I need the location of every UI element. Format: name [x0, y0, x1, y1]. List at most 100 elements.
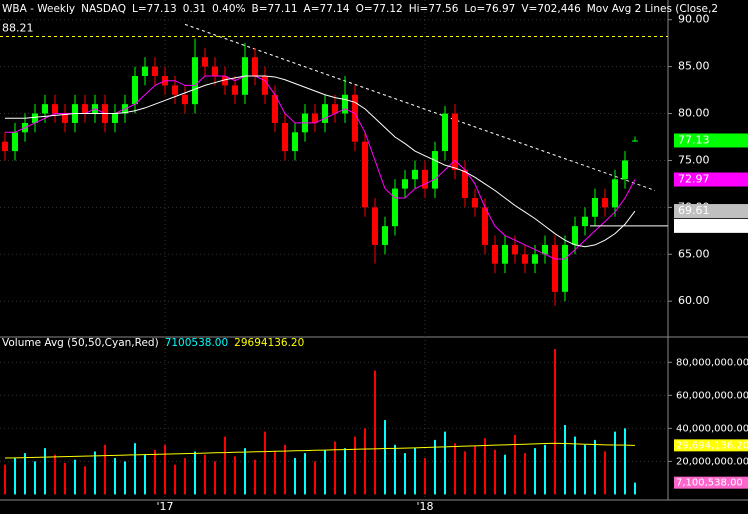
moving-average — [5, 75, 636, 248]
candle-body — [382, 226, 388, 245]
candle-body — [432, 151, 438, 189]
volume-bar — [514, 434, 516, 495]
y-tick-label: 75.00 — [678, 153, 710, 166]
volume-bar — [34, 461, 36, 495]
volume-bar — [194, 451, 196, 495]
price-label-box — [674, 204, 748, 219]
volume-bar — [474, 446, 476, 495]
volume-bar — [94, 451, 96, 495]
volume-bar — [564, 425, 566, 495]
candle-body — [602, 197, 608, 208]
volume-bar — [334, 441, 336, 495]
candle-body — [582, 216, 588, 227]
price-label-box — [674, 172, 748, 187]
header-item: 7100538.00 — [165, 337, 228, 349]
price-label-box — [674, 133, 748, 148]
candle-body — [222, 76, 228, 86]
y-tick-label: 80.00 — [678, 107, 710, 120]
candle-body — [82, 104, 88, 114]
volume-bar — [184, 458, 186, 495]
candle-body — [422, 169, 428, 189]
y-tick-label: 20,000,000.00 — [676, 456, 748, 467]
volume-bar — [84, 466, 86, 495]
volume-bar — [494, 449, 496, 495]
candle-body — [202, 57, 208, 67]
volume-bar — [304, 453, 306, 495]
volume-bar — [14, 458, 16, 495]
header-item: 0.40% — [212, 3, 245, 15]
candle-body — [182, 94, 188, 105]
volume-bar — [534, 448, 536, 495]
volume-bar — [24, 453, 26, 495]
candle-body — [282, 122, 288, 152]
volume-bar — [454, 443, 456, 495]
candle-body — [492, 244, 498, 264]
candle-body — [532, 254, 538, 264]
volume-label-box — [674, 476, 748, 489]
volume-bar — [604, 451, 606, 495]
candle-body — [482, 207, 488, 245]
candle-body — [132, 76, 138, 105]
candle-body — [522, 254, 528, 264]
candle-body — [402, 179, 408, 189]
volume-bar — [464, 451, 466, 495]
candle-body — [442, 113, 448, 152]
volume-bar — [414, 448, 416, 495]
candle-body — [272, 94, 278, 123]
volume-bar — [174, 464, 176, 495]
candle-body — [412, 169, 418, 180]
volume-bar — [164, 444, 166, 495]
volume-bar — [554, 349, 556, 495]
volume-bar — [364, 428, 366, 495]
header-item: Mov Avg 2 Lines (Close,2 — [587, 3, 718, 15]
chart-header: WBA - Weekly NASDAQ L=77.13 0.31 0.40% B=77.1… — [2, 3, 718, 15]
volume-bar — [64, 463, 66, 495]
volume-bar — [234, 456, 236, 495]
y-tick-label: 40,000,000.00 — [676, 423, 748, 434]
header-item: Volume Avg (50,50,Cyan,Red) — [2, 337, 159, 349]
volume-bar — [324, 449, 326, 495]
volume-bar — [314, 461, 316, 495]
candle-body — [262, 76, 268, 95]
volume-bar — [4, 464, 6, 495]
volume-bar — [274, 451, 276, 495]
candle-body — [472, 197, 478, 208]
price-label-box — [674, 218, 748, 233]
candle-body — [362, 141, 368, 208]
header-item: O=77.12 — [356, 3, 403, 15]
candle-body — [62, 113, 68, 123]
volume-bar — [124, 461, 126, 495]
candle-body — [42, 104, 48, 114]
volume-bar — [214, 461, 216, 495]
candle-body — [322, 104, 328, 123]
y-tick-label: 60,000,000.00 — [676, 390, 748, 401]
volume-bar — [114, 458, 116, 495]
header-item: 0.31 — [183, 3, 206, 15]
volume-bar — [424, 458, 426, 495]
volume-label: 29,694,136.20 — [676, 440, 748, 451]
candle-body — [612, 179, 618, 208]
candle-body — [32, 113, 38, 123]
candle-body — [232, 85, 238, 95]
candle-body — [502, 244, 508, 264]
candle-body — [252, 57, 258, 77]
candle-body — [12, 132, 18, 152]
candle-body — [622, 160, 628, 180]
header-item: Hi=77.56 — [409, 3, 459, 15]
candle-body — [332, 104, 338, 114]
candle-body — [52, 104, 58, 114]
volume-bar — [134, 443, 136, 495]
candle-body — [172, 85, 178, 95]
candle-body — [462, 169, 468, 198]
volume-bar — [354, 436, 356, 495]
volume-bar — [224, 436, 226, 495]
volume-bar — [584, 444, 586, 495]
volume-bar — [624, 428, 626, 495]
trendline — [184, 23, 656, 191]
y-tick-label: 85.00 — [678, 60, 710, 73]
volume-bar — [284, 444, 286, 495]
volume-label: 7,100,538.00 — [676, 478, 743, 489]
header-item: 29694136.20 — [234, 337, 304, 349]
volume-header: Volume Avg (50,50,Cyan,Red) 7100538.00 296… — [2, 337, 304, 349]
